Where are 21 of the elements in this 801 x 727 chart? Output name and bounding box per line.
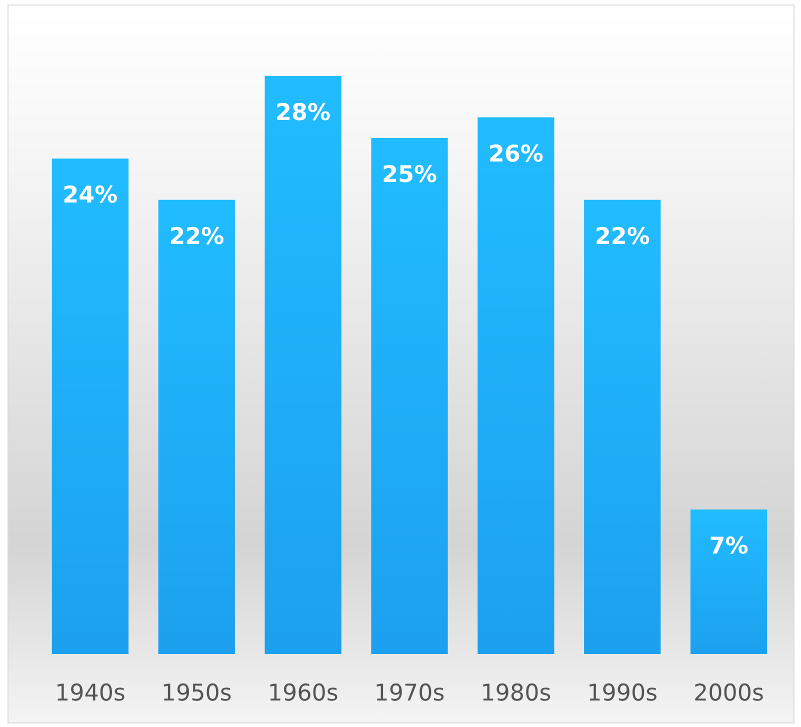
data-label: 28% — [276, 100, 331, 126]
x-tick-label: 1970s — [374, 680, 445, 706]
bar — [52, 158, 129, 654]
data-label: 22% — [594, 224, 650, 250]
bar — [584, 200, 661, 654]
x-tick-label: 1960s — [268, 680, 338, 706]
bar — [478, 117, 554, 654]
bar — [158, 200, 235, 654]
data-label: 24% — [62, 182, 118, 209]
data-label: 7% — [709, 534, 748, 560]
bar — [264, 76, 342, 654]
bar — [690, 510, 768, 654]
data-label: 26% — [488, 141, 544, 168]
x-tick-label: 2000s — [694, 680, 764, 706]
x-tick-label: 1990s — [587, 680, 658, 706]
x-tick-label: 1980s — [480, 680, 552, 706]
data-label: 22% — [169, 224, 224, 250]
x-tick-label: 1940s — [54, 680, 126, 706]
data-label: 25% — [382, 162, 438, 188]
bar — [371, 138, 448, 654]
x-tick-label: 1950s — [161, 680, 232, 706]
